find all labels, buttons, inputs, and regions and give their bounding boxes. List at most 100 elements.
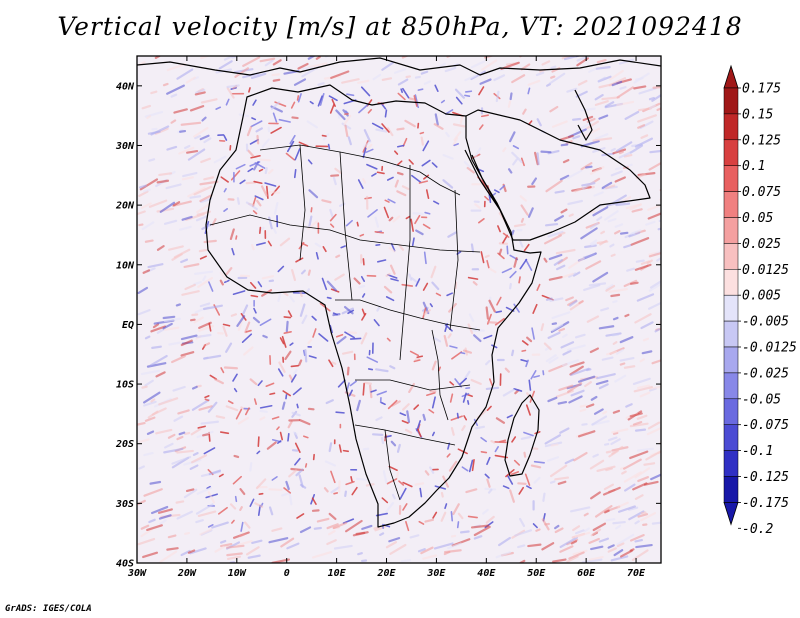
field-streak [306,120,318,129]
field-streak [162,82,169,87]
field-streak [648,301,661,310]
field-streak [225,98,230,106]
field-streak [509,489,515,503]
colorbar-label: 0.1 [742,159,765,174]
field-streak [643,462,656,466]
field-streak [273,202,279,215]
field-streak [176,449,194,454]
field-streak [242,304,249,315]
field-streak [485,306,489,320]
field-streak [394,68,407,74]
field-streak [402,403,410,411]
field-streak [180,339,193,347]
field-streak [551,311,571,320]
field-streak [628,231,641,238]
field-streak [433,200,440,205]
field-streak [432,336,442,343]
field-streak [488,299,496,313]
field-streak [148,518,156,524]
field-streak [411,237,415,247]
field-streak [637,124,646,129]
field-streak [609,243,615,248]
field-streak [574,531,591,538]
field-streak [344,110,349,115]
field-streak [518,276,521,284]
field-streak [347,136,352,146]
field-streak [570,389,585,397]
field-streak [140,524,150,530]
field-streak [328,95,338,102]
field-streak [601,181,613,189]
field-streak [277,265,285,273]
field-streak [297,62,309,70]
field-streak [199,528,212,536]
field-streak [254,195,264,201]
field-streak [345,519,363,533]
field-streak [449,393,454,403]
field-streak [511,229,515,236]
field-streak [185,76,196,84]
field-streak [640,321,654,330]
field-streak [613,549,624,557]
field-streak [495,310,503,314]
field-streak [648,252,661,258]
field-streak [176,435,184,441]
field-streak [468,459,474,473]
map-panel [136,55,662,564]
field-streak [330,70,350,79]
field-streak [459,377,467,385]
field-streak [601,152,615,157]
field-streak [637,476,649,483]
field-streak [344,124,349,138]
colorbar-label: -0.2 [742,522,773,537]
field-streak [612,300,618,304]
field-streak [512,158,518,166]
field-streak [318,333,329,342]
field-streak [554,524,560,530]
field-streak [652,85,661,89]
field-streak [401,420,409,424]
field-streak [418,180,429,184]
field-streak [390,278,399,282]
field-streak [373,319,380,327]
field-streak [479,78,492,85]
field-streak [154,56,162,59]
field-streak [340,245,347,249]
field-streak [561,272,574,279]
field-streak [412,212,424,215]
field-streak [614,230,621,235]
field-streak [514,529,532,537]
field-streak [635,259,645,263]
field-streak [392,215,401,223]
field-streak [257,504,261,516]
field-streak [244,407,250,416]
field-streak [277,368,284,377]
field-streak [253,307,257,314]
field-streak [182,171,198,178]
field-streak [296,95,300,101]
field-streak [415,229,424,236]
field-streak [259,409,268,413]
field-streak [162,322,173,330]
field-streak [484,473,490,479]
field-streak [547,230,564,238]
field-streak [211,521,229,529]
field-streak [396,443,401,453]
border-sahel [209,214,481,253]
field-streak [203,342,211,347]
field-streak [147,410,159,419]
field-streak [612,520,626,525]
field-streak [470,378,482,386]
field-streak [607,544,615,549]
field-streak [531,177,538,186]
field-streak [376,390,387,396]
field-streak [419,131,425,135]
field-streak [208,469,222,476]
field-streak [629,203,642,211]
field-streak [544,434,562,445]
field-streak [605,283,614,290]
field-streak [527,87,531,95]
field-streak [602,486,621,496]
field-streak [634,539,643,543]
field-streak [568,395,583,404]
